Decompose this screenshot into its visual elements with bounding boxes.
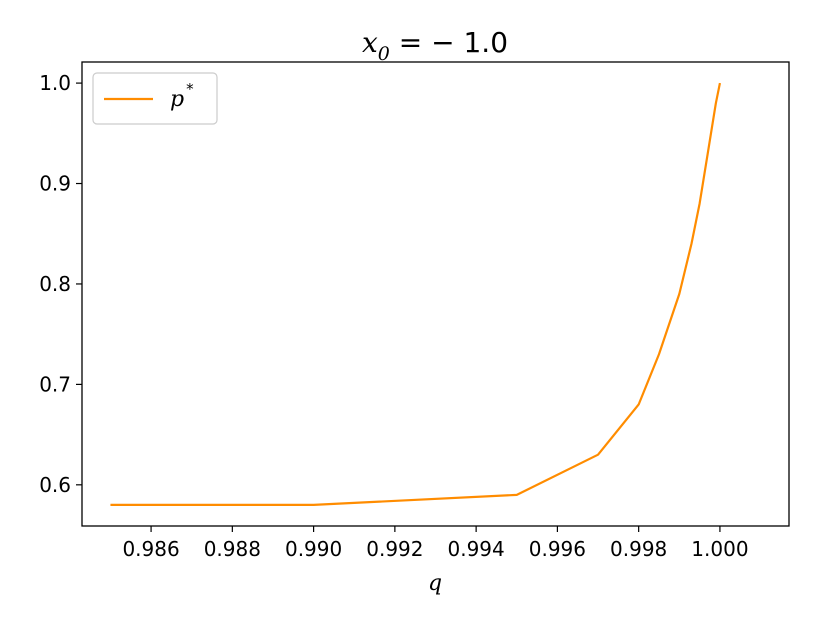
axes-frame [81, 61, 790, 527]
y-axis-ticks: 0.6 0.7 0.8 0.9 1.0 [39, 71, 82, 497]
x-tick-label: 0.988 [204, 537, 261, 561]
x-tick-label: 1.000 [691, 537, 748, 561]
plot-area [82, 62, 789, 526]
title-equation: = − 1.0 [390, 26, 508, 59]
x-tick-label: 0.998 [610, 537, 667, 561]
x-axis-label: q [428, 571, 442, 596]
x-tick-label: 0.996 [529, 537, 586, 561]
x-tick-label: 0.990 [285, 537, 342, 561]
y-tick-label: 1.0 [39, 71, 71, 95]
y-tick-label: 0.6 [39, 473, 71, 497]
series-line-0 [110, 82, 722, 507]
legend-entry-label: p * [170, 80, 194, 112]
x-axis-ticks: 0.986 0.988 0.990 0.992 0.994 0.996 0.998 1.000 [122, 526, 749, 561]
title-subscript: 0 [378, 43, 390, 65]
x-tick-label: 0.994 [447, 537, 504, 561]
y-tick-label: 0.8 [39, 272, 71, 296]
legend-box [92, 72, 218, 125]
legend-entry-base: p [170, 87, 184, 112]
x-tick-label: 0.986 [122, 537, 179, 561]
y-tick-label: 0.7 [39, 372, 71, 396]
chart-title: x0 = − 1.0 [362, 26, 508, 65]
legend-entry-sup: * [186, 80, 194, 98]
legend: p * [92, 72, 218, 125]
title-variable: x [362, 26, 378, 59]
x-tick-label: 0.992 [366, 537, 423, 561]
y-tick-label: 0.9 [39, 172, 71, 196]
series-layer [110, 82, 722, 507]
